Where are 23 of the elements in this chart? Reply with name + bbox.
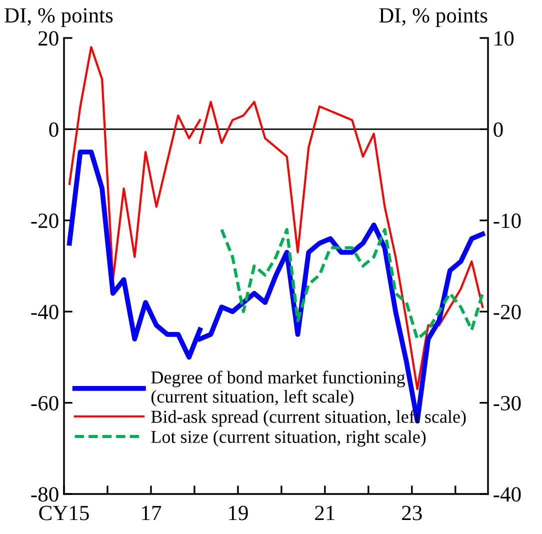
y2-axis-title: DI, % points (379, 8, 488, 27)
y-tick-label: 0 (49, 122, 58, 137)
y2-tick-label: -30 (494, 396, 521, 410)
x-tick-label: 17 (142, 506, 162, 520)
y-tick-label: -80 (31, 487, 58, 502)
x-tick-label: 21 (315, 506, 334, 520)
line-series (220, 228, 484, 340)
y2-tick-label: 0 (494, 122, 503, 137)
legend-label: Degree of bond market functioning (current situation, left scale) (151, 370, 406, 406)
y-tick-label: -40 (31, 304, 58, 320)
x-tick-label: CY15 (39, 506, 89, 520)
legend-label: Lot size (current situation, right scale) (151, 430, 426, 447)
y2-tick-label: -10 (494, 214, 521, 228)
y2-tick-label: -40 (494, 487, 521, 502)
y2-tick-label: -20 (494, 304, 521, 320)
y-tick-label: 20 (38, 31, 58, 46)
y-axis-title: DI, % points (4, 8, 113, 27)
line-series (68, 46, 201, 281)
x-tick-label: 23 (402, 506, 422, 520)
x-tick-label: 19 (229, 506, 248, 520)
y2-tick-label: 10 (494, 31, 514, 46)
y-tick-label: -60 (31, 396, 58, 410)
y-tick-label: -20 (31, 214, 58, 228)
